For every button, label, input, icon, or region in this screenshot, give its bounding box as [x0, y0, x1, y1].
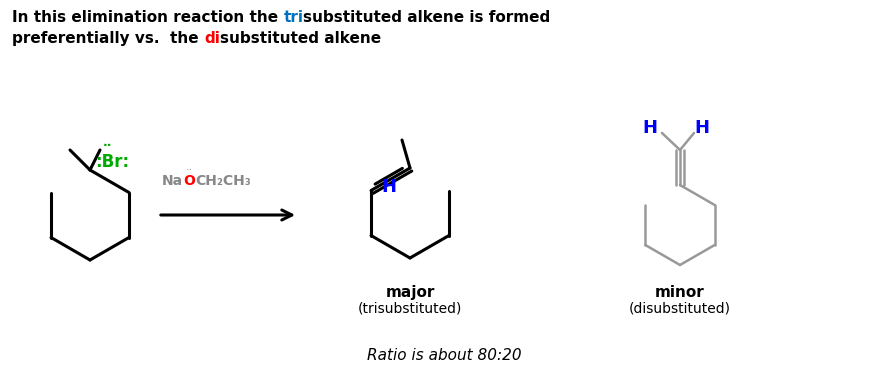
Text: minor: minor [655, 285, 705, 300]
Text: In this elimination reaction the: In this elimination reaction the [12, 10, 283, 25]
Text: ··: ·· [102, 140, 112, 152]
Text: H: H [381, 179, 396, 197]
Text: (trisubstituted): (trisubstituted) [358, 301, 462, 315]
Text: Na: Na [162, 174, 183, 188]
Text: CH₂CH₃: CH₂CH₃ [195, 174, 250, 188]
Text: (disubstituted): (disubstituted) [629, 301, 731, 315]
Text: tri: tri [283, 10, 304, 25]
Text: substituted alkene: substituted alkene [219, 31, 381, 46]
Text: H: H [694, 119, 710, 137]
Text: O: O [183, 174, 195, 188]
Text: :Br:: :Br: [95, 153, 129, 171]
Text: major: major [385, 285, 435, 300]
Text: di: di [204, 31, 219, 46]
Text: substituted alkene is formed: substituted alkene is formed [304, 10, 551, 25]
Text: H: H [643, 119, 657, 137]
Text: preferentially vs.  the: preferentially vs. the [12, 31, 204, 46]
Text: Ratio is about 80:20: Ratio is about 80:20 [367, 348, 521, 363]
Text: ··: ·· [186, 165, 193, 175]
